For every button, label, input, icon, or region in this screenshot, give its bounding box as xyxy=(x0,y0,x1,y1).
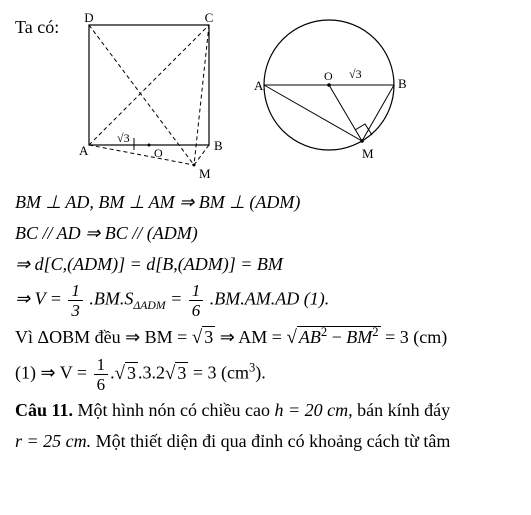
label-C: C xyxy=(205,10,214,25)
label-D: D xyxy=(85,10,94,25)
circle-diagram: A B O √3 M xyxy=(244,10,414,180)
intro-text: Ta có: xyxy=(15,14,59,41)
square-diagram: D C A B M O √3 xyxy=(64,10,239,185)
result-line: (1) ⇒ V = 16.3.3.23 = 3 (cm3). xyxy=(15,356,516,393)
label-A-c: A xyxy=(254,78,264,93)
derivation-line-1: BM ⊥ AD, BM ⊥ AM ⇒ BM ⊥ (ADM) xyxy=(15,189,516,216)
label-B-c: B xyxy=(398,76,407,91)
derivation-line-4: ⇒ V = 13 .BM.SΔADM = 16 .BM.AM.AD (1). xyxy=(15,282,516,319)
question-line-1: Câu 11. Một hình nón có chiều cao h = 20… xyxy=(15,397,516,424)
label-B: B xyxy=(214,138,223,153)
label-M: M xyxy=(199,166,211,181)
label-sqrt3-sq: √3 xyxy=(117,131,130,145)
because-line: Vì ΔOBM đều ⇒ BM = 3 ⇒ AM = AB2 − BM2 = … xyxy=(15,323,516,352)
derivation-line-2: BC // AD ⇒ BC // (ADM) xyxy=(15,220,516,247)
question-label: Câu 11. xyxy=(15,400,73,420)
label-O-sq: O xyxy=(154,146,163,160)
derivation-line-3: ⇒ d[C,(ADM)] = d[B,(ADM)] = BM xyxy=(15,251,516,278)
question-line-2: r = 25 cm. Một thiết diện đi qua đỉnh có… xyxy=(15,428,516,455)
label-sqrt3-c: √3 xyxy=(349,67,362,81)
label-M-c: M xyxy=(362,146,374,161)
label-A: A xyxy=(79,143,89,158)
label-O-c: O xyxy=(324,69,333,83)
